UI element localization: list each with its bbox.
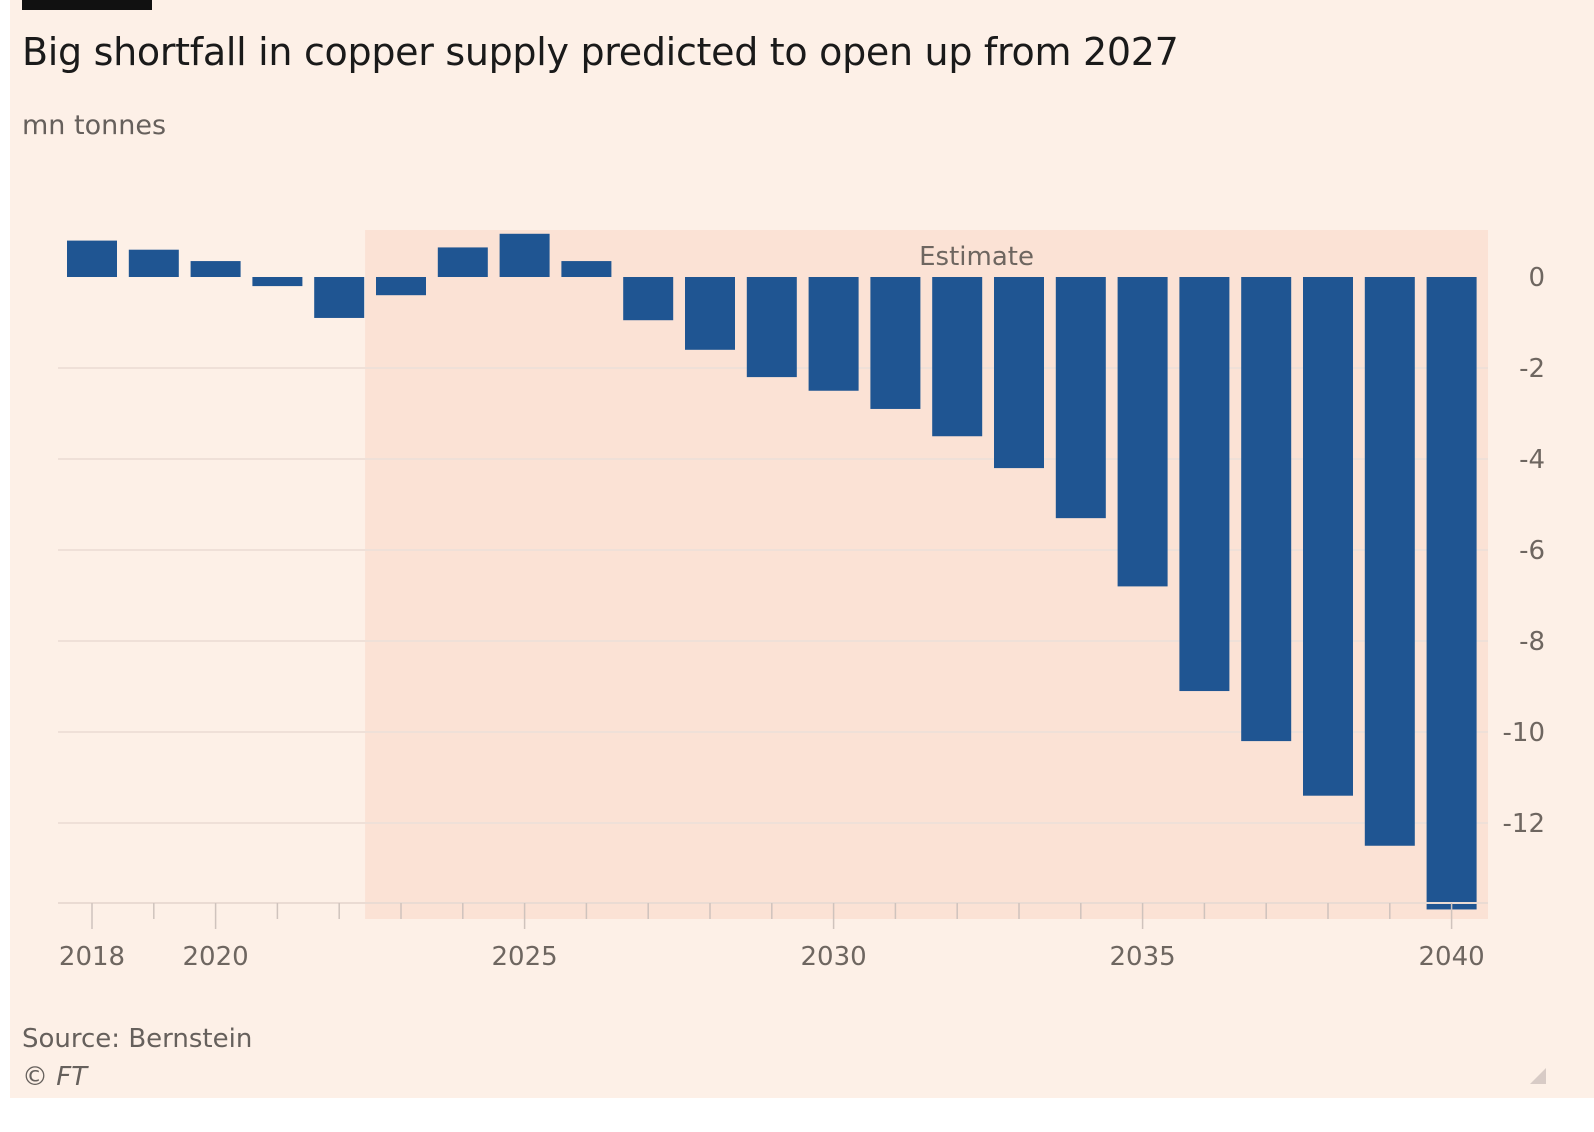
bar-2025	[499, 233, 550, 277]
chart-units-subtitle: mn tonnes	[22, 110, 167, 141]
bar-2034	[1055, 277, 1106, 519]
bar-2039	[1364, 277, 1415, 846]
bar-chart: Estimate 2018 2020 2025 2030 2035 2040 0 -2 -4 -…	[58, 230, 1545, 972]
y-tick-label: -10	[1503, 718, 1545, 748]
bar-2018	[67, 240, 117, 277]
estimate-label: Estimate	[919, 242, 1034, 272]
y-tick-label: -8	[1519, 627, 1545, 657]
bar-2037	[1241, 277, 1292, 742]
bar-2021	[252, 277, 303, 287]
bar-2032	[932, 277, 983, 437]
bar-2031	[870, 277, 921, 409]
bar-2038	[1303, 277, 1353, 796]
bar-2023	[376, 277, 426, 296]
bar-2026	[561, 261, 612, 277]
x-tick-label: 2025	[492, 942, 558, 972]
source-note: Source: Bernstein	[22, 1024, 253, 1054]
bar-2028	[685, 277, 735, 350]
y-tick-label: -2	[1519, 354, 1545, 384]
copyright-credit: © FT	[22, 1062, 88, 1092]
y-tick-label: 0	[1528, 263, 1545, 293]
bar-2019	[128, 249, 179, 277]
bar-2020	[190, 261, 241, 277]
estimate-shaded-region	[365, 230, 1489, 919]
x-tick-label: 2018	[59, 942, 125, 972]
bar-2029	[746, 277, 797, 378]
y-tick-label: -4	[1519, 445, 1545, 475]
bar-2040	[1426, 277, 1477, 910]
y-tick-label: -12	[1503, 809, 1545, 839]
estimate-shade-layer: Estimate	[365, 230, 1489, 919]
bar-2036	[1179, 277, 1230, 692]
x-tick-label: 2035	[1110, 942, 1176, 972]
x-tick-label: 2040	[1419, 942, 1485, 972]
bar-2024	[437, 247, 488, 277]
y-tick-label: -6	[1519, 536, 1545, 566]
bar-2027	[623, 277, 674, 321]
chart-title: Big shortfall in copper supply predicted…	[22, 30, 1179, 74]
x-axis: 2018 2020 2025 2030 2035 2040	[58, 902, 1488, 972]
resize-handle-icon[interactable]	[1530, 1068, 1546, 1084]
x-tick-label: 2020	[183, 942, 249, 972]
bar-2030	[808, 277, 859, 391]
bar-2035	[1117, 277, 1168, 587]
bar-2022	[314, 277, 365, 318]
ft-brand-bar	[22, 0, 152, 10]
x-tick-label: 2030	[801, 942, 867, 972]
bar-2033	[994, 277, 1044, 469]
y-axis: 0 -2 -4 -6 -8 -10 -12	[1503, 263, 1545, 839]
bars	[67, 233, 1477, 910]
